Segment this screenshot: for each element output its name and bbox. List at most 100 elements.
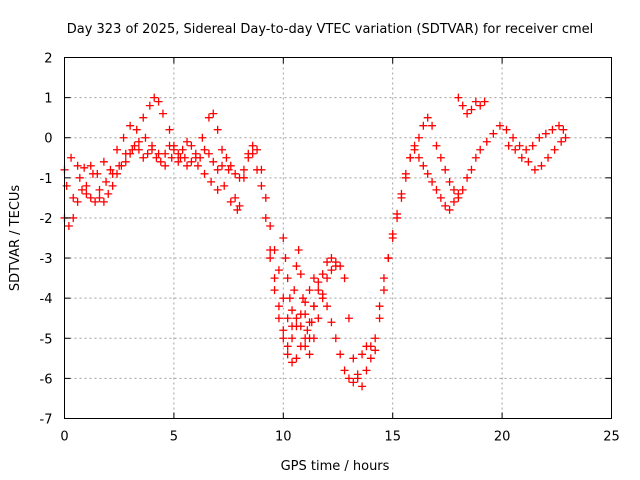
data-point	[393, 209, 402, 218]
data-point	[174, 157, 183, 166]
data-point	[95, 185, 104, 194]
data-point	[82, 181, 91, 190]
data-point	[557, 137, 566, 146]
data-point	[554, 121, 563, 130]
data-point	[463, 109, 472, 118]
data-point	[445, 205, 454, 214]
data-point	[231, 193, 240, 202]
data-point	[283, 274, 292, 283]
data-point	[432, 185, 441, 194]
data-point	[550, 145, 559, 154]
data-point	[323, 274, 332, 283]
data-point	[183, 161, 192, 170]
data-point	[141, 133, 150, 142]
data-point	[296, 270, 305, 279]
x-axis-label: GPS time / hours	[281, 459, 390, 474]
data-point	[358, 382, 367, 391]
data-point	[454, 93, 463, 102]
data-point	[298, 294, 307, 303]
data-point	[522, 145, 531, 154]
data-point	[213, 165, 222, 174]
y-axis-label: SDTVAR / TECUs	[8, 185, 23, 292]
data-point	[336, 350, 345, 359]
data-point	[198, 133, 207, 142]
data-point	[209, 157, 218, 166]
data-point	[266, 254, 275, 263]
data-point	[239, 165, 248, 174]
data-point	[314, 314, 323, 323]
data-point	[167, 153, 176, 162]
data-point	[344, 314, 353, 323]
data-point	[463, 173, 472, 182]
data-point	[207, 177, 216, 186]
data-point	[375, 302, 384, 311]
x-tick-label: 20	[494, 430, 511, 445]
data-point	[226, 197, 235, 206]
data-point	[139, 153, 148, 162]
x-tick-label: 15	[384, 430, 401, 445]
x-tick-label: 5	[170, 430, 178, 445]
data-point	[318, 270, 327, 279]
data-point	[406, 153, 415, 162]
data-point	[222, 153, 231, 162]
data-point	[344, 374, 353, 383]
data-point	[292, 322, 301, 331]
data-point	[69, 193, 78, 202]
data-point	[480, 97, 489, 106]
data-point	[445, 177, 454, 186]
data-point	[388, 229, 397, 238]
data-point	[86, 193, 95, 202]
y-tick-label: -5	[40, 332, 53, 347]
data-point	[274, 302, 283, 311]
data-point	[528, 141, 537, 150]
data-point	[331, 262, 340, 271]
data-point	[139, 113, 148, 122]
data-point	[561, 133, 570, 142]
data-point	[178, 145, 187, 154]
data-point	[86, 161, 95, 170]
data-point	[353, 370, 362, 379]
data-point	[266, 246, 275, 255]
data-point	[375, 314, 384, 323]
data-point	[108, 181, 117, 190]
data-point	[423, 113, 432, 122]
data-point	[156, 157, 165, 166]
data-point	[213, 125, 222, 134]
data-point	[467, 105, 476, 114]
data-point	[288, 334, 297, 343]
data-point	[349, 354, 358, 363]
data-point	[309, 302, 318, 311]
data-point	[502, 125, 511, 134]
data-point	[126, 121, 135, 130]
data-point	[471, 97, 480, 106]
data-point	[495, 121, 504, 130]
data-point	[511, 145, 520, 154]
data-point	[253, 145, 262, 154]
data-point	[130, 141, 139, 150]
data-point	[292, 262, 301, 271]
x-tick-label: 0	[60, 430, 68, 445]
y-tick-label: -4	[40, 292, 53, 307]
data-point	[106, 165, 115, 174]
data-point	[62, 181, 71, 190]
data-point	[482, 137, 491, 146]
data-point	[187, 157, 196, 166]
data-point	[270, 286, 279, 295]
data-point	[323, 258, 332, 267]
data-point	[261, 193, 270, 202]
data-point	[213, 185, 222, 194]
data-point	[454, 189, 463, 198]
data-point	[281, 254, 290, 263]
chart-title: Day 323 of 2025, Sidereal Day-to-day VTE…	[67, 22, 594, 37]
y-tick-label: -3	[40, 252, 53, 267]
data-point	[449, 197, 458, 206]
data-point	[200, 169, 209, 178]
y-tick-label: -1	[40, 172, 53, 187]
data-point	[544, 153, 553, 162]
data-point	[191, 149, 200, 158]
data-point	[233, 205, 242, 214]
data-point	[441, 201, 450, 210]
data-point	[64, 221, 73, 230]
data-point	[401, 169, 410, 178]
